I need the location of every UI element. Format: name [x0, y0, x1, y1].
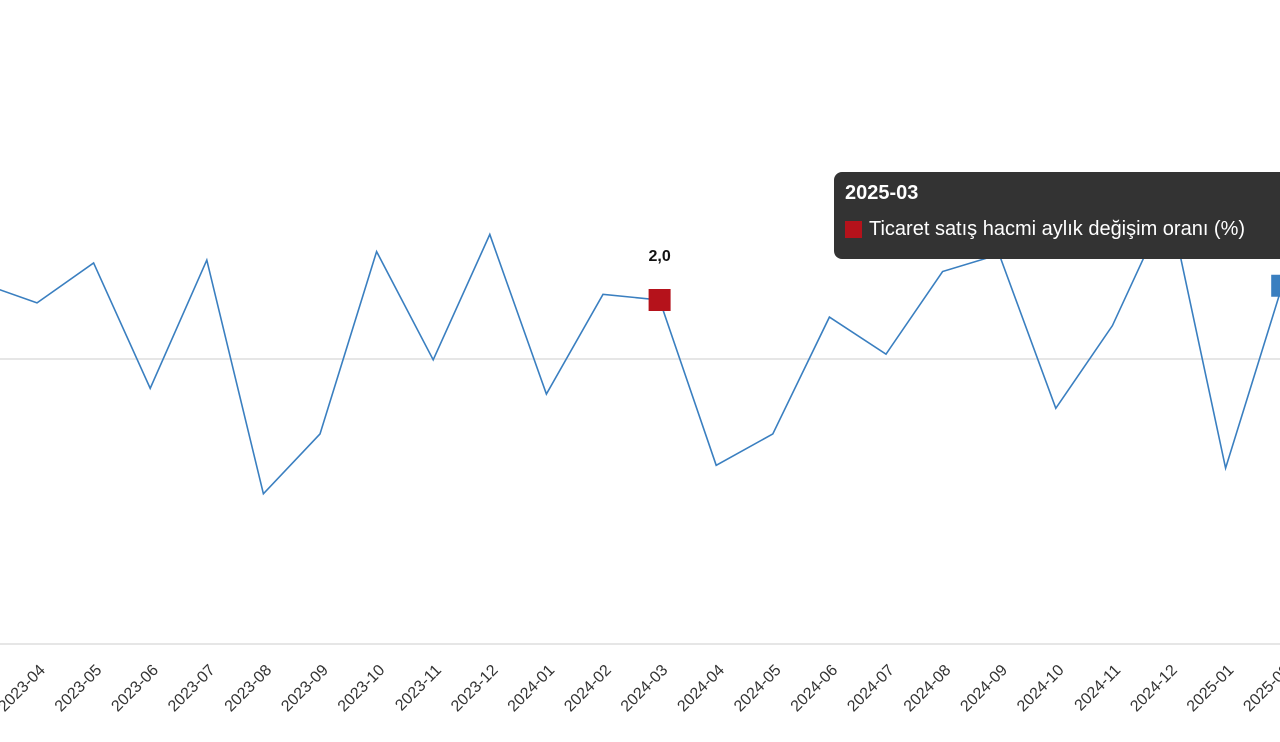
x-tick-label: 2023-08: [222, 662, 276, 716]
tooltip-title: 2025-03: [845, 182, 919, 204]
x-tick-label: 2025-02: [1240, 662, 1280, 716]
x-tick-label: 2024-04: [674, 662, 728, 716]
x-tick-label: 2023-12: [448, 662, 502, 716]
x-tick-label: 2024-05: [731, 662, 785, 716]
tooltip-series: Ticaret satış hacmi aylık değişim oranı …: [869, 218, 1246, 240]
data-label: 2,0: [648, 248, 670, 265]
x-tick-label: 2023-04: [0, 662, 49, 716]
tooltip: 2025-03 Ticaret satış hacmi aylık değişi…: [834, 172, 1280, 259]
x-tick-label: 2024-07: [844, 662, 898, 716]
x-tick-label: 2024-09: [957, 662, 1011, 716]
x-tick-label: 2023-10: [335, 662, 389, 716]
x-tick-label: 2024-03: [618, 662, 672, 716]
x-tick-label: 2024-06: [788, 662, 842, 716]
x-tick-label: 2023-07: [165, 662, 219, 716]
x-tick-label: 2023-06: [108, 662, 162, 716]
x-tick-label: 2024-10: [1014, 662, 1068, 716]
x-tick-label: 2024-12: [1127, 662, 1181, 716]
x-tick-label: 2024-02: [561, 662, 615, 716]
x-tick-label: 2024-08: [901, 662, 955, 716]
tooltip-swatch: [845, 221, 862, 238]
x-tick-label: 2023-11: [392, 662, 445, 715]
x-tick-label: 2024-01: [505, 662, 559, 716]
point-marker: [1271, 274, 1280, 297]
x-tick-label: 2023-05: [52, 662, 106, 716]
highlight-marker: [648, 289, 671, 311]
x-tick-label: 2025-01: [1184, 662, 1238, 716]
tooltip-row: Ticaret satış hacmi aylık değişim oranı …: [845, 218, 1280, 241]
x-tick-label: 2024-11: [1072, 662, 1125, 715]
line: [0, 200, 1280, 496]
x-tick-label: 2023-09: [278, 662, 332, 716]
